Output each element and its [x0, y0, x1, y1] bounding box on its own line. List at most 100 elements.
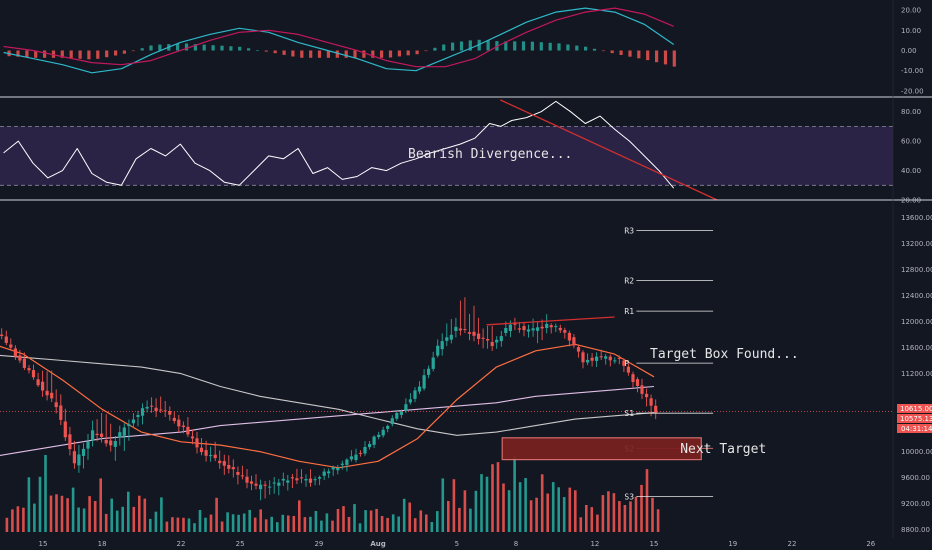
volume-bar — [480, 474, 483, 532]
macd-panel — [3, 7, 676, 74]
candle-body — [368, 443, 372, 448]
rsi-tick-label: 40.00 — [901, 167, 921, 175]
candle-body — [259, 484, 263, 490]
candle-body — [249, 481, 254, 484]
candle-body — [545, 323, 549, 328]
candle-body — [131, 419, 135, 424]
macd-histogram-bar — [362, 50, 366, 58]
candle-body — [372, 436, 376, 445]
macd-histogram-bar — [184, 43, 189, 51]
macd-tick-label: 20.00 — [901, 7, 921, 15]
volume-bar — [55, 494, 58, 532]
candle-body — [308, 478, 313, 483]
candle-body — [45, 390, 49, 396]
target-box-found-label: Target Box Found... — [650, 347, 799, 362]
volume-bar — [408, 502, 411, 532]
ema-short-line — [0, 343, 655, 469]
volume-bar — [49, 495, 53, 532]
volume-bar — [413, 518, 417, 532]
volume-bar — [596, 514, 599, 532]
candle-body — [626, 366, 630, 373]
candle-body — [304, 479, 308, 481]
volume-bar — [253, 517, 257, 532]
volume-bar — [419, 510, 423, 532]
candle-body — [290, 477, 294, 479]
candle-body — [295, 478, 299, 481]
volume-bar — [231, 514, 235, 532]
macd-histogram-bar — [229, 46, 233, 51]
candle-body — [608, 356, 612, 361]
candle-body — [536, 327, 540, 331]
macd-histogram-bar — [309, 50, 313, 58]
volume-bar — [143, 498, 147, 532]
rsi-tick-label: 60.00 — [901, 138, 921, 146]
macd-histogram-bar — [282, 50, 286, 55]
macd-histogram-bar — [176, 43, 180, 51]
candle-body — [399, 411, 403, 415]
volume-bar — [66, 498, 69, 532]
axis-layer: 20.00 10.00 0.00 -10.00 -20.00 80.00 60.00 40.0… — [39, 0, 932, 548]
candle-body — [349, 456, 353, 460]
candle-body — [159, 409, 163, 411]
time-tick-label: 5 — [455, 540, 459, 548]
macd-histogram-bar — [459, 41, 464, 51]
candle-body — [163, 410, 167, 412]
volume-bar — [436, 511, 439, 532]
macd-histogram-bar — [211, 45, 215, 51]
macd-histogram-bar — [521, 41, 526, 51]
volume-bar — [320, 520, 323, 532]
volume-bar — [524, 478, 527, 532]
macd-histogram-bar — [202, 44, 206, 51]
candle-body — [63, 421, 67, 438]
candle-body — [649, 398, 653, 406]
volume-bar — [640, 484, 643, 532]
candle-body — [72, 451, 76, 464]
price-tick-label: 11600.00 — [901, 344, 932, 352]
macd-histogram-bar — [406, 50, 410, 56]
countdown-text: 04:31:14 — [901, 425, 932, 433]
volume-bar — [579, 517, 583, 532]
candle-body — [204, 450, 208, 456]
candle-body — [222, 461, 226, 466]
candle-body — [458, 328, 462, 331]
candle-body — [277, 482, 281, 486]
macd-histogram-bar — [255, 50, 260, 51]
macd-histogram-bar — [16, 50, 20, 57]
volume-bar — [71, 487, 75, 532]
candle-body — [586, 359, 590, 363]
candle-body — [422, 375, 426, 389]
candle-body — [286, 480, 290, 483]
candle-body — [327, 471, 331, 474]
macd-histogram-bar — [247, 48, 251, 51]
volume-bar — [226, 512, 229, 532]
candle-body — [13, 348, 17, 357]
candle-body — [195, 438, 199, 448]
macd-histogram-bar — [495, 41, 499, 51]
candle-body — [522, 326, 526, 331]
macd-histogram-bar — [646, 50, 650, 61]
macd-histogram-bar — [34, 50, 38, 58]
macd-histogram-bar — [655, 50, 659, 63]
rsi-trend-line — [500, 99, 718, 201]
candle-body — [109, 440, 113, 446]
volume-bar — [397, 516, 400, 532]
candle-body — [558, 327, 562, 331]
candle-body — [590, 357, 594, 361]
macd-histogram-bar — [592, 48, 597, 51]
macd-histogram-bar — [158, 44, 162, 51]
candle-body — [140, 408, 145, 416]
candle-body — [540, 326, 544, 329]
volume-bar — [204, 517, 207, 532]
time-tick-label: 15 — [650, 540, 659, 548]
candle-body — [617, 357, 621, 359]
volume-bar — [364, 510, 367, 532]
volume-bar — [546, 493, 549, 532]
candle-body — [199, 447, 204, 453]
volume-bar — [430, 522, 434, 532]
candle-body — [168, 411, 172, 415]
candle-body — [136, 415, 140, 417]
candle-body — [81, 448, 86, 456]
volume-bar — [458, 507, 461, 532]
